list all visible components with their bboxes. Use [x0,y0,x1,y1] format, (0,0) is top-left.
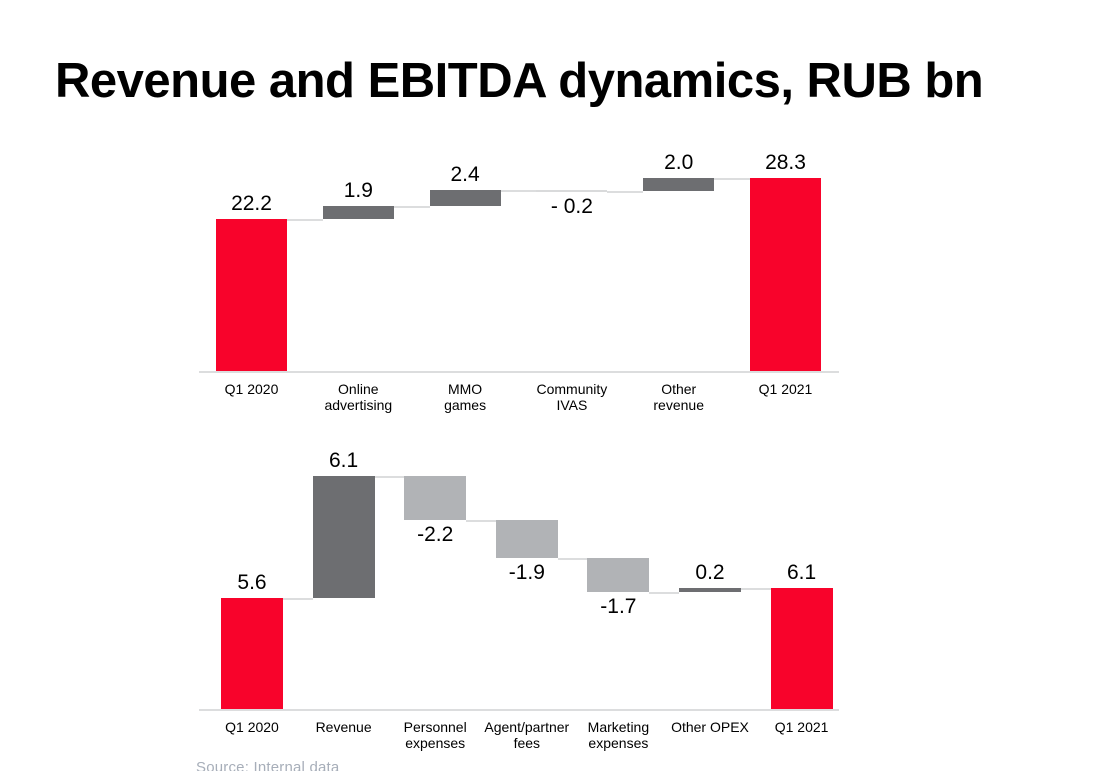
bar-value-label: 6.1 [328,449,359,473]
category-axis-label: Revenue [315,719,372,735]
category-axis-label: Q1 2021 [774,719,829,735]
bar-value-label: -2.2 [417,522,454,546]
waterfall-bar [750,177,821,371]
category-axis-label: Marketing expenses [587,719,650,751]
bar-value-label: 2.4 [450,163,480,186]
bar-value-label: 28.3 [765,150,806,174]
category-axis-label: Q1 2021 [758,381,813,397]
waterfall-bar [429,190,501,207]
waterfall-bar [679,587,741,592]
connector-line [287,219,323,222]
waterfall-bar [312,476,375,598]
revenue-waterfall-chart: 22.2 Q1 2020 1.9 Online advertising 2.4 MMO g… [199,140,839,413]
bar-value-label: 2.0 [664,150,694,174]
bar-value-label: - 0.2 [550,195,593,218]
bar-value-label: 5.6 [237,570,267,594]
x-axis-line [199,709,839,711]
x-axis-line [199,371,839,373]
bar-value-label: 22.2 [231,192,272,216]
category-axis-label: Online advertising [324,381,393,413]
ebitda-waterfall-chart: 5.6 Q1 2020 6.1 Revenue -2.2 Personnel expens… [199,440,839,751]
category-axis-label: Q1 2020 [225,719,279,735]
bar-value-label: 0.2 [695,560,725,584]
waterfall-bar [322,206,394,220]
connector-line [500,190,537,192]
bar-value-label: 6.1 [786,560,817,584]
waterfall-bar [216,219,287,371]
connector-line [557,557,588,560]
category-axis-label: MMO games [444,381,487,413]
category-axis-label: Personnel expenses [403,719,467,751]
waterfall-bar [770,587,833,709]
page-title: Revenue and EBITDA dynamics, RUB bn [55,54,984,108]
bar-value-label: 1.9 [343,179,373,203]
connector-line [741,587,771,590]
waterfall-bar [536,190,608,192]
waterfall-bar [587,557,650,592]
connector-line [466,519,496,522]
connector-line [374,476,405,479]
connector-line [649,591,679,594]
category-axis-label: Other revenue [653,381,704,413]
bar-value-label: -1.9 [508,560,545,584]
waterfall-bar [404,476,467,520]
connector-line [393,206,430,209]
waterfall-bar [221,597,283,709]
connector-line [283,597,313,600]
connector-line [714,177,750,180]
source-note: Source: Internal data [196,759,340,771]
connector-line [607,191,644,194]
category-axis-label: Agent/partner fees [484,719,570,751]
waterfall-bar [495,519,558,558]
category-axis-label: Community IVAS [536,381,608,413]
category-axis-label: Other OPEX [671,719,749,735]
waterfall-bar [643,177,715,192]
category-axis-label: Q1 2020 [224,381,279,397]
bar-value-label: -1.7 [600,594,637,618]
